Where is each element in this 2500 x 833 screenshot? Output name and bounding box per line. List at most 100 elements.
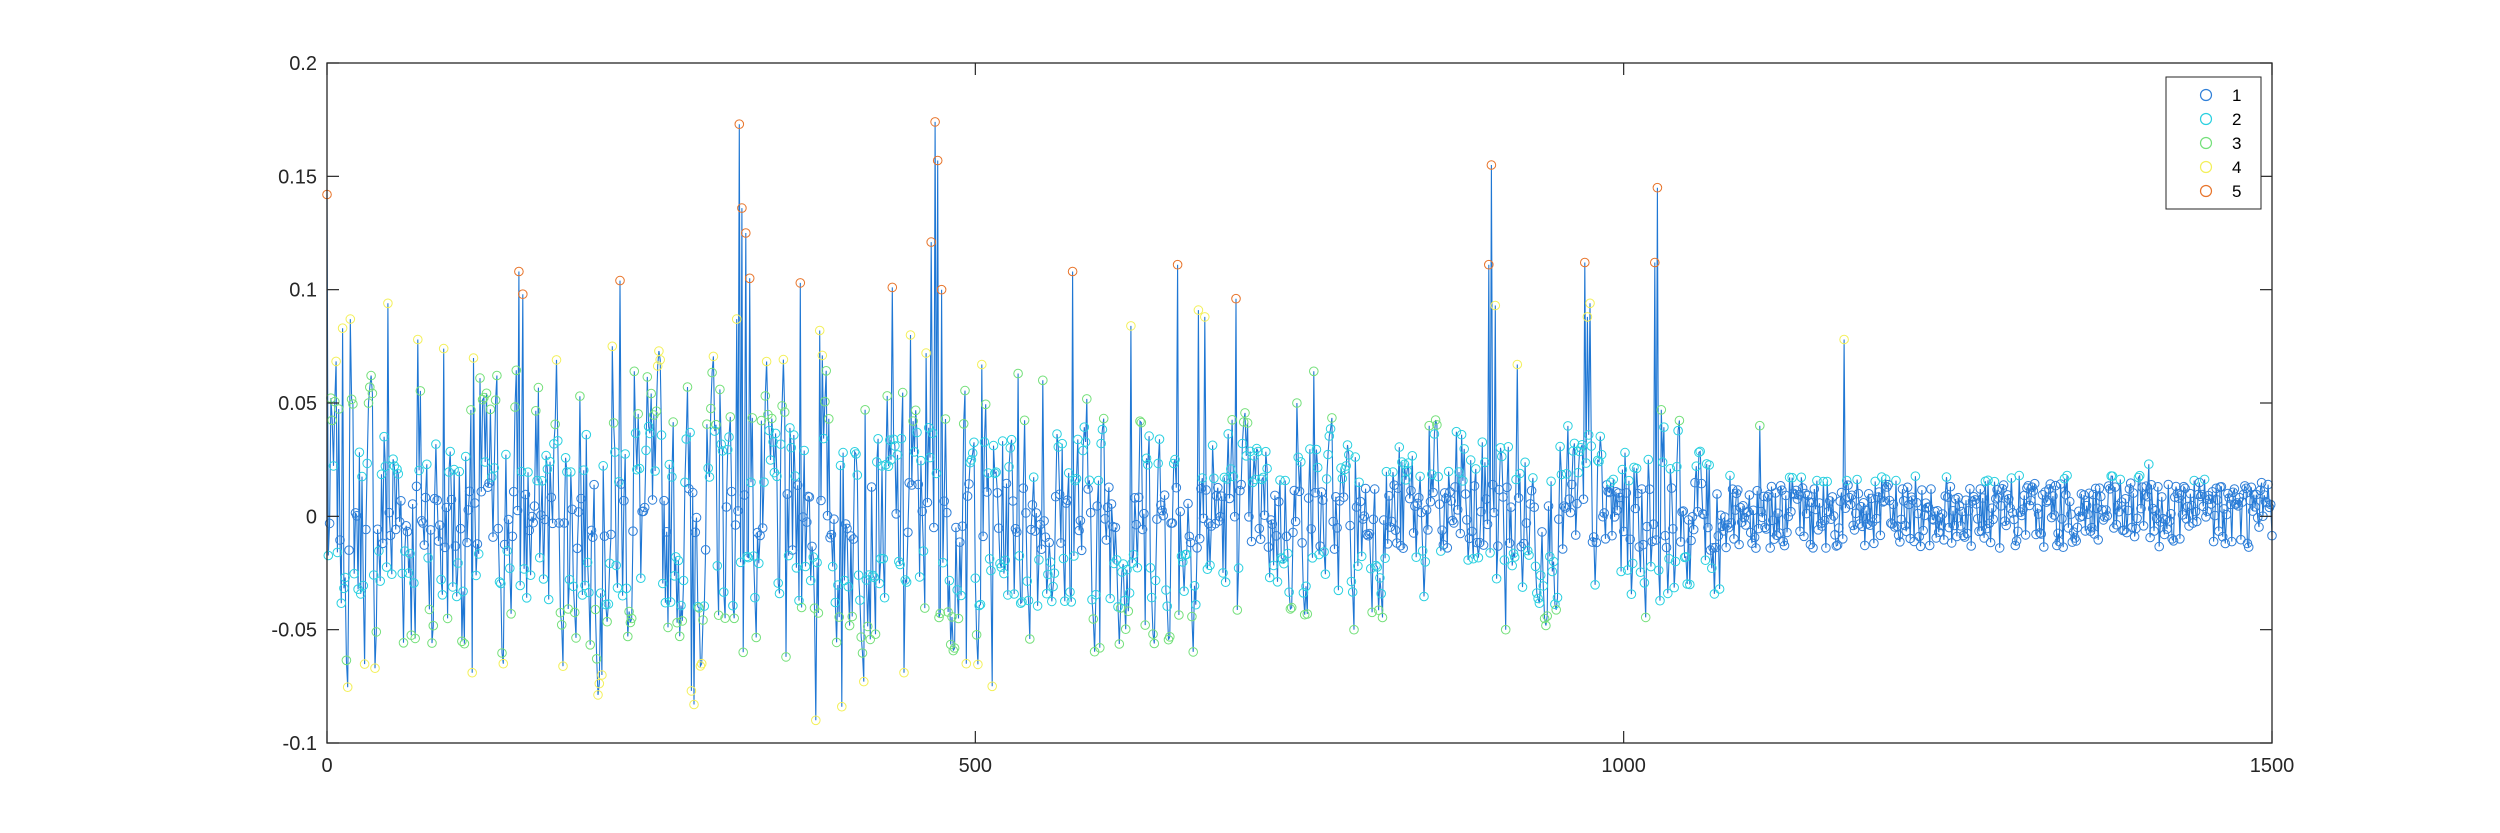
data-point bbox=[1932, 506, 1943, 516]
data-point bbox=[1460, 489, 1471, 499]
data-point bbox=[1596, 449, 1607, 460]
data-point bbox=[1522, 545, 1533, 556]
data-point bbox=[1192, 543, 1202, 553]
data-point bbox=[1555, 441, 1565, 452]
data-point bbox=[1987, 503, 1997, 514]
data-point bbox=[337, 323, 348, 334]
data-point bbox=[633, 409, 644, 419]
data-point bbox=[1983, 475, 1993, 486]
data-point bbox=[1277, 554, 1288, 564]
data-point bbox=[1131, 519, 1141, 530]
data-point bbox=[1828, 511, 1839, 521]
data-point bbox=[1058, 553, 1069, 564]
data-point bbox=[1880, 474, 1891, 484]
data-point bbox=[1590, 580, 1600, 590]
legend-label-1: 1 bbox=[2232, 86, 2241, 105]
data-point bbox=[1430, 415, 1441, 425]
data-point bbox=[1612, 505, 1622, 516]
data-point bbox=[664, 459, 675, 470]
data-point bbox=[1106, 499, 1117, 509]
data-point bbox=[713, 610, 724, 621]
data-point bbox=[2125, 478, 2136, 489]
data-point bbox=[639, 502, 650, 513]
data-point bbox=[591, 654, 602, 664]
legend-label-4: 4 bbox=[2232, 158, 2241, 177]
data-point bbox=[370, 663, 380, 674]
data-point bbox=[1819, 515, 1830, 526]
data-point bbox=[973, 659, 983, 670]
data-point bbox=[2150, 506, 2161, 516]
data-point bbox=[1060, 596, 1070, 607]
data-point bbox=[415, 386, 426, 396]
data-point bbox=[1298, 588, 1309, 598]
data-point bbox=[900, 575, 911, 585]
data-point bbox=[1646, 561, 1656, 572]
data-point bbox=[506, 609, 516, 619]
data-point bbox=[999, 568, 1009, 579]
data-point bbox=[805, 575, 816, 586]
data-point bbox=[410, 633, 421, 644]
data-point bbox=[1843, 480, 1853, 491]
data-point bbox=[907, 480, 917, 490]
data-point bbox=[1897, 484, 1908, 494]
data-point bbox=[2147, 503, 2158, 514]
data-point bbox=[888, 434, 899, 445]
data-point bbox=[1346, 576, 1357, 587]
data-point bbox=[1985, 537, 1996, 548]
data-point bbox=[1585, 298, 1595, 309]
data-point bbox=[1994, 543, 2005, 553]
data-point bbox=[650, 466, 660, 476]
data-point bbox=[1854, 519, 1865, 529]
data-point bbox=[1978, 493, 1988, 503]
data-point bbox=[974, 600, 985, 611]
data-point bbox=[1578, 494, 1589, 505]
data-point bbox=[1207, 440, 1218, 451]
data-point bbox=[1812, 475, 1822, 486]
data-point bbox=[799, 445, 810, 456]
data-point bbox=[966, 455, 977, 465]
y-tick-label: 0.2 bbox=[289, 53, 317, 75]
data-point bbox=[895, 559, 905, 570]
data-point bbox=[419, 540, 430, 550]
data-point bbox=[702, 419, 712, 430]
data-point bbox=[2039, 542, 2049, 552]
data-point bbox=[814, 325, 825, 336]
data-point bbox=[409, 578, 419, 588]
data-point bbox=[2240, 481, 2250, 491]
data-point bbox=[1347, 587, 1358, 597]
data-point bbox=[429, 493, 440, 504]
data-point bbox=[1220, 577, 1231, 588]
data-point bbox=[393, 469, 404, 479]
data-point bbox=[1589, 532, 1599, 542]
data-point bbox=[2064, 496, 2075, 507]
data-point bbox=[462, 537, 472, 548]
data-point bbox=[1014, 551, 1025, 561]
data-point bbox=[1218, 568, 1228, 578]
data-point bbox=[1935, 512, 1945, 523]
data-point bbox=[1459, 444, 1469, 454]
data-point bbox=[947, 612, 957, 622]
data-point bbox=[1696, 478, 1707, 489]
data-point bbox=[2168, 536, 2179, 546]
data-point bbox=[2160, 515, 2171, 525]
data-point bbox=[1624, 475, 1634, 486]
legend-marker-3 bbox=[2199, 136, 2213, 150]
data-point bbox=[1382, 539, 1393, 549]
data-point bbox=[843, 581, 854, 592]
data-point bbox=[1325, 424, 1336, 434]
data-point bbox=[936, 284, 947, 295]
data-point bbox=[868, 570, 878, 581]
data-point bbox=[1275, 475, 1285, 486]
data-point bbox=[368, 570, 379, 580]
data-point bbox=[501, 449, 511, 460]
data-point bbox=[1434, 499, 1445, 510]
data-point bbox=[1433, 471, 1443, 482]
data-point bbox=[785, 423, 795, 433]
data-point bbox=[560, 453, 571, 463]
data-point bbox=[1734, 539, 1744, 550]
data-point bbox=[1761, 524, 1772, 534]
data-point bbox=[1156, 500, 1166, 510]
data-point bbox=[733, 506, 743, 516]
data-point bbox=[1787, 472, 1797, 483]
data-point bbox=[849, 447, 860, 457]
